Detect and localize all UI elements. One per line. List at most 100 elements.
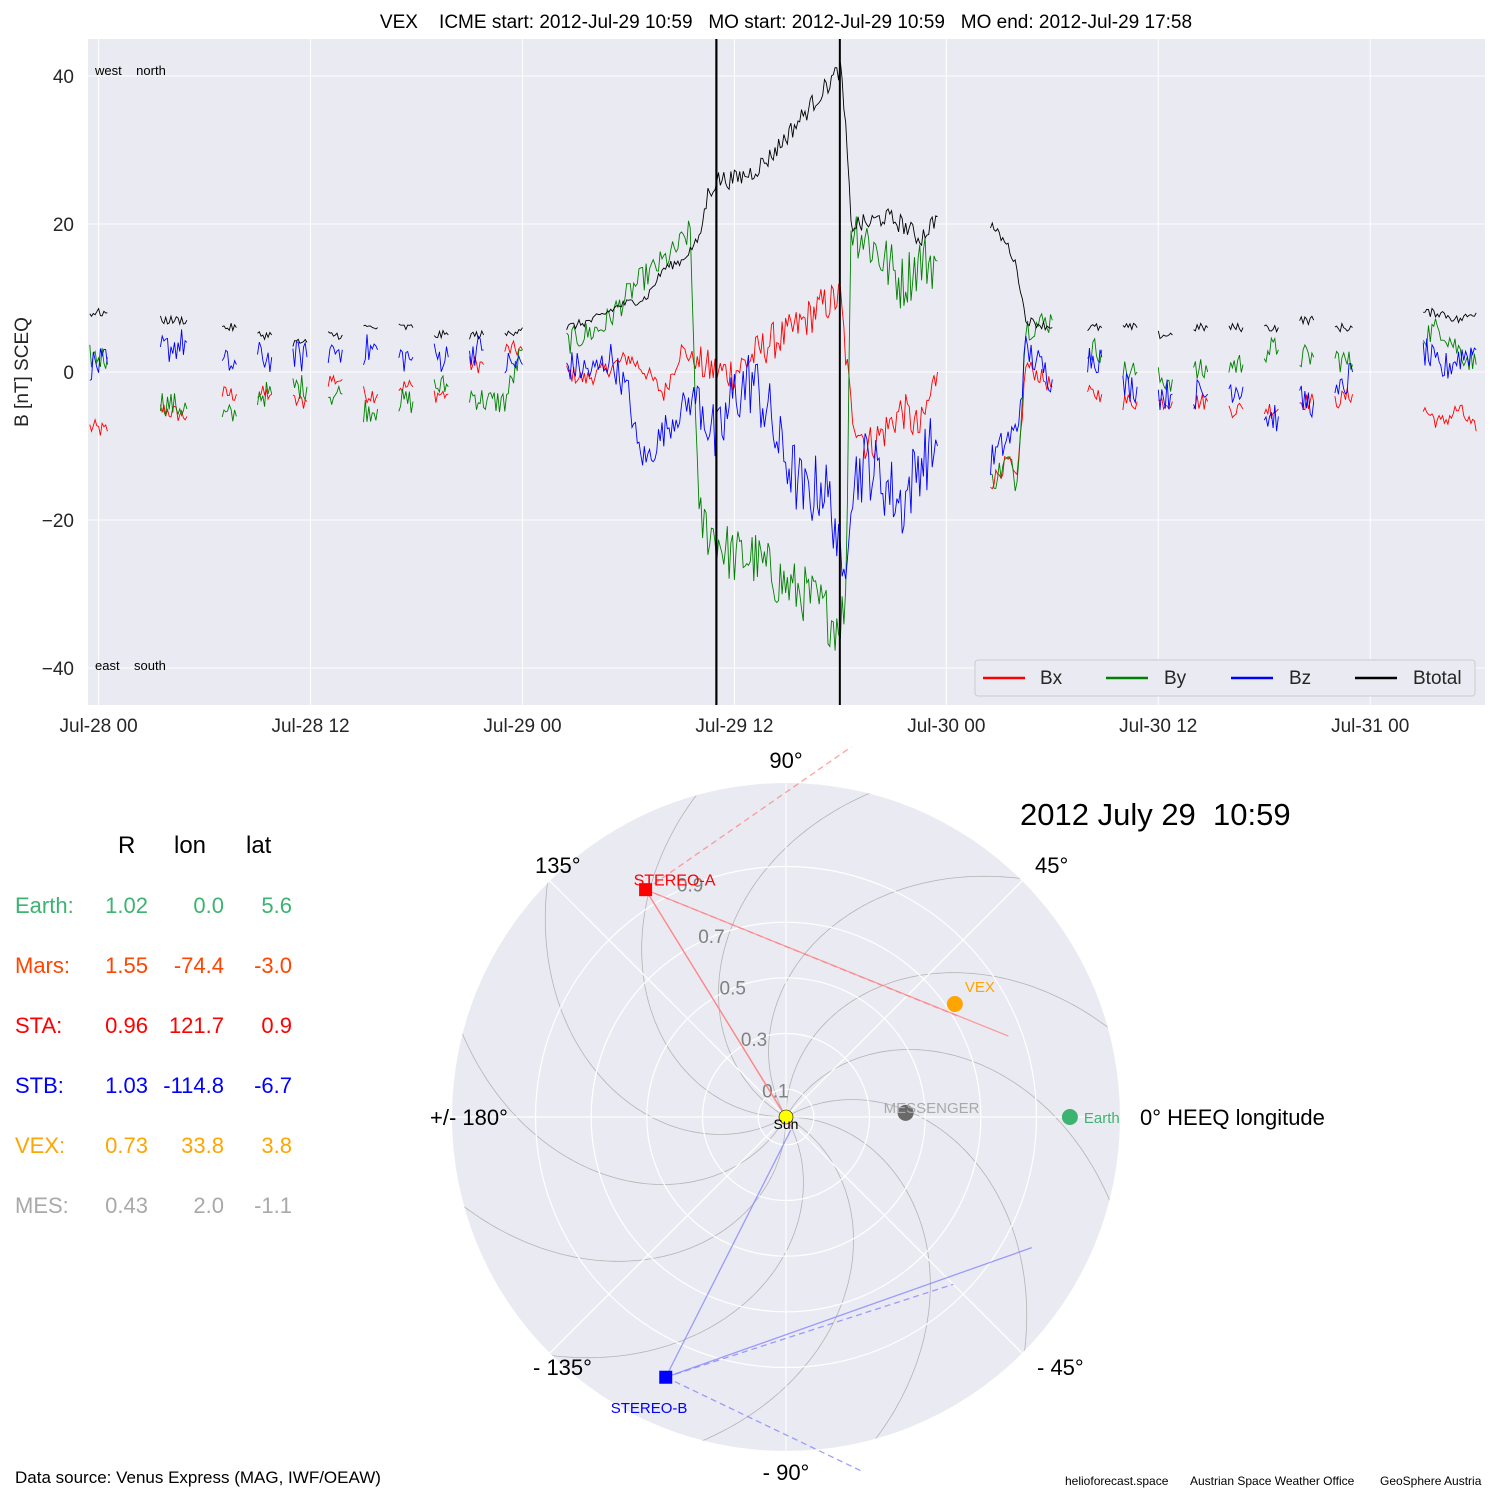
radial-tick-label: 0.3 bbox=[741, 1030, 767, 1051]
parker-spiral bbox=[785, 1049, 1120, 1240]
angle-label: 135° bbox=[535, 853, 581, 878]
legend: Bx By Bz Btotal bbox=[974, 659, 1476, 697]
y-axis-label: B [nT] SCEQ bbox=[12, 317, 33, 427]
chart-title: VEX ICME start: 2012-Jul-29 10:59 MO sta… bbox=[380, 12, 1192, 33]
series-line-btotal bbox=[469, 329, 485, 340]
corner-label-bottom: east south bbox=[95, 658, 166, 673]
series-line-btotal bbox=[1423, 307, 1477, 324]
series-line-bx bbox=[469, 355, 484, 374]
grid bbox=[88, 39, 1485, 705]
view-line bbox=[645, 746, 852, 891]
parker-spiral bbox=[786, 1116, 931, 1451]
messenger-label: MESSENGER bbox=[884, 1100, 980, 1117]
series-line-bz bbox=[1334, 362, 1353, 395]
table-cell-lon: 33.8 bbox=[181, 1133, 224, 1158]
y-tick-label: −40 bbox=[42, 659, 74, 680]
radial-tick-label: 0.1 bbox=[762, 1081, 788, 1102]
view-line bbox=[665, 1283, 954, 1378]
series-line-by bbox=[469, 348, 523, 413]
series-line-bx bbox=[1087, 384, 1103, 403]
table-cell-name: STB: bbox=[15, 1073, 64, 1098]
earth-marker bbox=[1061, 1109, 1078, 1125]
series-line-btotal bbox=[1122, 322, 1138, 331]
series-line-by bbox=[990, 312, 1053, 492]
angle-spoke bbox=[549, 880, 787, 1118]
series-line-btotal bbox=[1263, 324, 1279, 334]
stereo-a-marker bbox=[639, 883, 653, 897]
parker-spiral bbox=[452, 1117, 787, 1262]
header-r: R bbox=[118, 832, 136, 859]
series-line-by bbox=[566, 216, 938, 651]
series-line-bz bbox=[1228, 384, 1244, 403]
series-line-btotal bbox=[990, 221, 1053, 332]
time-series-panel: Jul-28 00 Jul-28 12 Jul-29 00 Jul-29 12 Jul-… bbox=[12, 12, 1485, 737]
series-line-bx bbox=[89, 418, 108, 436]
series-line-btotal bbox=[566, 62, 938, 330]
stereo-b-label: STEREO-B bbox=[611, 1400, 688, 1417]
parker-spiral bbox=[452, 994, 787, 1185]
parker-spiral bbox=[718, 783, 909, 1118]
series-line-bx bbox=[1299, 393, 1315, 411]
x-tick-label: Jul-30 12 bbox=[1119, 716, 1197, 737]
series-line-bx bbox=[1263, 404, 1279, 420]
series-line-bx bbox=[1422, 404, 1477, 432]
header-lat: lat bbox=[246, 832, 272, 859]
legend-box bbox=[974, 659, 1476, 697]
series-line-bz bbox=[504, 352, 523, 374]
vex-marker bbox=[946, 995, 963, 1012]
y-tick-label: 20 bbox=[53, 215, 74, 236]
parker-spiral bbox=[510, 1116, 804, 1359]
series-line-bz bbox=[159, 329, 188, 362]
table-cell-lon: -74.4 bbox=[173, 953, 224, 978]
series-lines bbox=[89, 62, 1477, 651]
body-markers: Sun Earth VEX MESSENGER STEREO-A STEREO-B bbox=[611, 873, 1120, 1418]
x-tick-label: Jul-29 12 bbox=[695, 716, 773, 737]
parker-spiral bbox=[544, 841, 787, 1135]
parker-spiral bbox=[641, 783, 786, 1118]
series-line-bz bbox=[469, 335, 484, 366]
table-cell-lat: 0.9 bbox=[261, 1013, 292, 1038]
angle-spoke bbox=[785, 1116, 1023, 1354]
series-line-btotal bbox=[1299, 315, 1315, 327]
series-line-bz bbox=[433, 343, 449, 372]
event-lines bbox=[715, 39, 841, 705]
view-line bbox=[665, 1376, 862, 1472]
messenger-marker bbox=[897, 1104, 914, 1121]
series-line-bx bbox=[363, 386, 379, 405]
table-cell-name: VEX: bbox=[15, 1133, 66, 1158]
series-line-by bbox=[1299, 343, 1315, 368]
angle-label: - 90° bbox=[763, 1460, 810, 1485]
earth-label: Earth bbox=[1084, 1110, 1120, 1127]
table-cell-lat: -1.1 bbox=[254, 1193, 292, 1218]
series-line-btotal bbox=[504, 327, 523, 337]
table-cell-lon: 2.0 bbox=[193, 1193, 224, 1218]
table-cell-lon: 121.7 bbox=[168, 1013, 224, 1038]
series-line-bx bbox=[327, 374, 343, 387]
angle-label: - 135° bbox=[533, 1355, 592, 1380]
table-cell-r: 0.73 bbox=[105, 1133, 148, 1158]
angle-label: +/- 180° bbox=[430, 1105, 508, 1130]
angle-label: 0° HEEQ longitude bbox=[1140, 1105, 1325, 1130]
series-line-btotal bbox=[222, 323, 237, 333]
position-table: R lon lat Earth: 1.02 0.0 5.6 Mars: 1.55 -74.4… bbox=[0, 0, 400, 1300]
series-line-btotal bbox=[363, 324, 378, 330]
series-line-by bbox=[1157, 367, 1173, 392]
series-line-bx bbox=[504, 339, 523, 357]
x-tick-label: Jul-28 12 bbox=[271, 716, 349, 737]
sun-marker bbox=[778, 1109, 794, 1125]
legend-label-bx: Bx bbox=[1040, 668, 1063, 689]
credit-1: helioforecast.space bbox=[1065, 1474, 1169, 1488]
series-line-btotal bbox=[1193, 322, 1209, 332]
series-line-bz bbox=[89, 348, 108, 381]
series-line-by bbox=[257, 381, 273, 407]
table-cell-lat: 3.8 bbox=[261, 1133, 292, 1158]
table-cell-r: 1.02 bbox=[105, 893, 148, 918]
series-line-by bbox=[159, 393, 188, 417]
series-line-bz bbox=[1157, 379, 1173, 411]
axis-ticks: Jul-28 00 Jul-28 12 Jul-29 00 Jul-29 12 Jul-… bbox=[42, 67, 1410, 737]
angle-spoke bbox=[785, 880, 1023, 1118]
corner-label-top: west north bbox=[94, 63, 166, 78]
y-tick-label: 40 bbox=[53, 67, 74, 88]
series-line-btotal bbox=[159, 314, 188, 326]
